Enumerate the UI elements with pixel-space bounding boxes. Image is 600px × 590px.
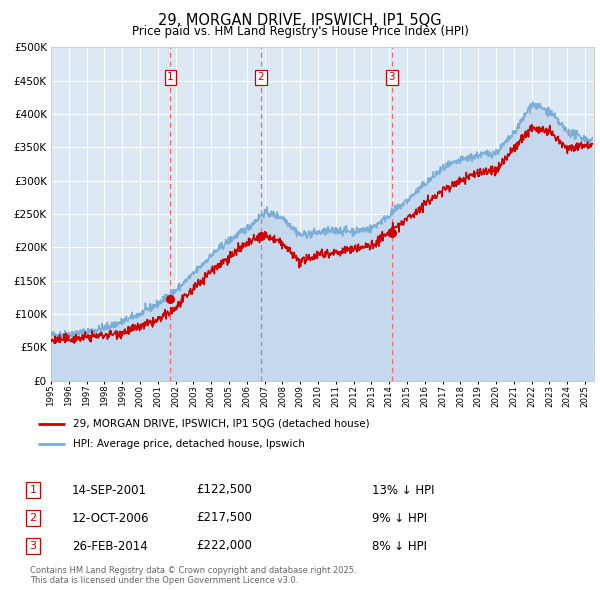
Text: Price paid vs. HM Land Registry's House Price Index (HPI): Price paid vs. HM Land Registry's House … — [131, 25, 469, 38]
Text: 13% ↓ HPI: 13% ↓ HPI — [372, 483, 434, 497]
Text: 29, MORGAN DRIVE, IPSWICH, IP1 5QG: 29, MORGAN DRIVE, IPSWICH, IP1 5QG — [158, 13, 442, 28]
Text: £122,500: £122,500 — [196, 483, 252, 497]
Text: 26-FEB-2014: 26-FEB-2014 — [72, 539, 148, 552]
Text: 1: 1 — [167, 72, 174, 82]
Text: 14-SEP-2001: 14-SEP-2001 — [72, 483, 147, 497]
Text: 8% ↓ HPI: 8% ↓ HPI — [372, 539, 427, 552]
Text: Contains HM Land Registry data © Crown copyright and database right 2025.
This d: Contains HM Land Registry data © Crown c… — [30, 566, 356, 585]
Text: £217,500: £217,500 — [196, 512, 252, 525]
Text: 12-OCT-2006: 12-OCT-2006 — [72, 512, 149, 525]
Text: HPI: Average price, detached house, Ipswich: HPI: Average price, detached house, Ipsw… — [73, 440, 305, 450]
Text: 3: 3 — [29, 541, 37, 551]
Text: 3: 3 — [389, 72, 395, 82]
Text: £222,000: £222,000 — [196, 539, 252, 552]
Text: 2: 2 — [257, 72, 264, 82]
Text: 2: 2 — [29, 513, 37, 523]
Text: 29, MORGAN DRIVE, IPSWICH, IP1 5QG (detached house): 29, MORGAN DRIVE, IPSWICH, IP1 5QG (deta… — [73, 419, 370, 428]
Text: 9% ↓ HPI: 9% ↓ HPI — [372, 512, 427, 525]
Text: 1: 1 — [29, 485, 37, 495]
